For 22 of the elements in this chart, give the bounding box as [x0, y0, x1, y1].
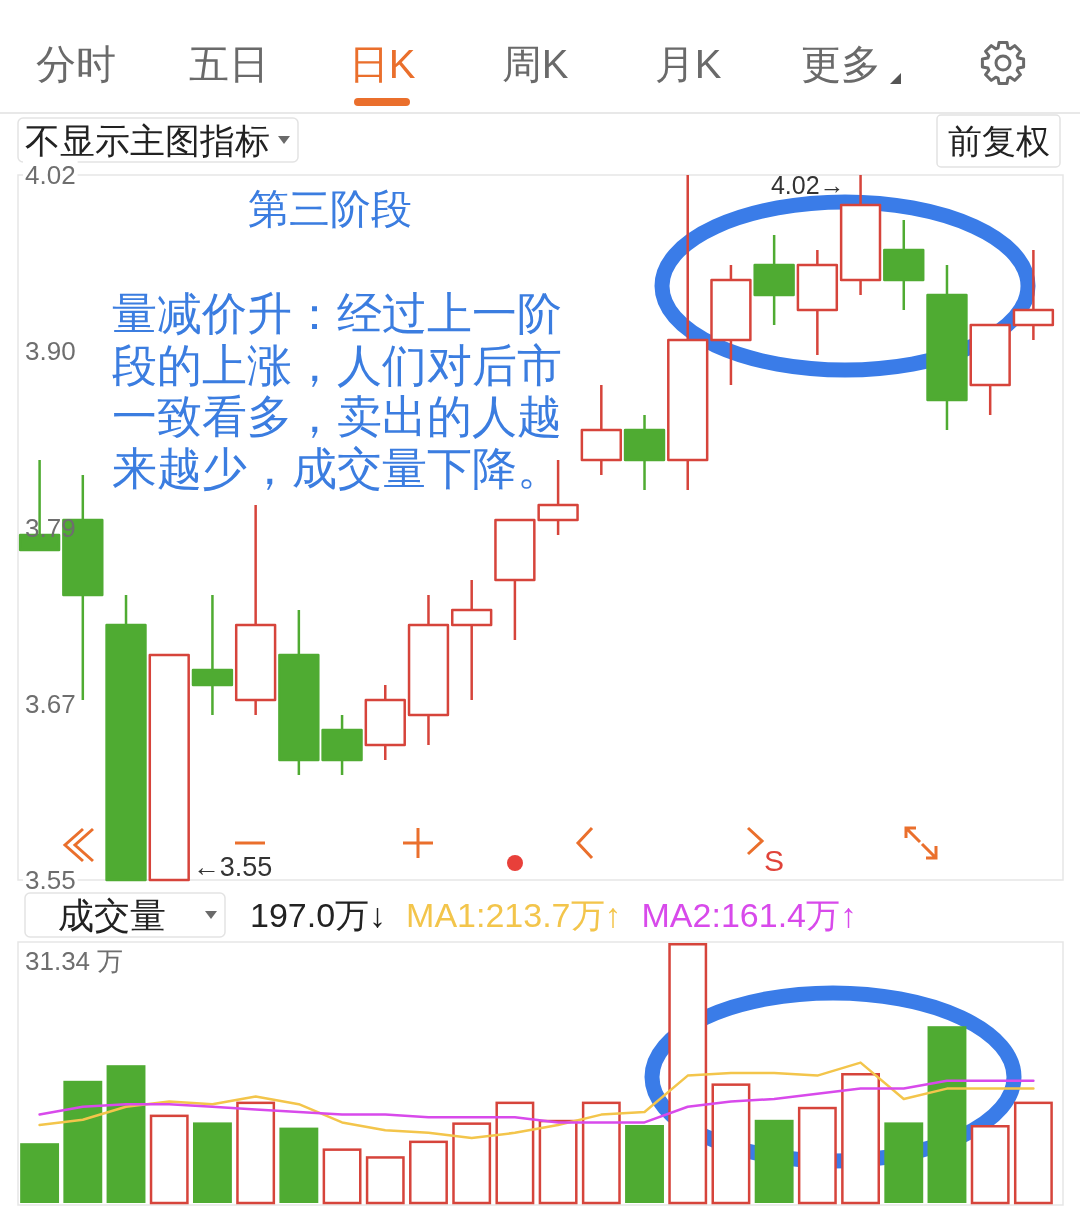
legend-entry: MA1:213.7万↑: [406, 896, 622, 934]
title: 成交量: [58, 894, 166, 936]
y-tick-label: 3.67: [25, 688, 76, 719]
tab-label: 五日: [189, 42, 269, 86]
title: 不显示主图指标: [25, 120, 270, 160]
tab-label: 月K: [654, 42, 722, 86]
y-tick-label: 3.55: [25, 865, 76, 895]
high-label: 4.02→: [770, 171, 845, 199]
y-tick-label: 4.02: [25, 160, 76, 190]
y-tick-label: 3.90: [25, 336, 76, 367]
tab-label: 分时: [36, 42, 116, 86]
note: 量减价升：经过上一阶段的上涨，人们对后市一致看多，卖出的人越来越少，成交量下降。: [112, 288, 562, 492]
tab-label: 更多: [801, 42, 881, 86]
button-label: 前复权: [947, 122, 1050, 160]
tab-label: 日K: [348, 42, 416, 86]
legend-entry: MA2:161.4万↑: [641, 896, 857, 934]
current-value: 197.0万↓: [250, 896, 387, 934]
note-heading: 第三阶段: [248, 186, 412, 232]
low-label: ←3.55: [192, 852, 273, 882]
icon-label: S: [764, 843, 784, 877]
axis-max-label: 31.34 万: [25, 946, 124, 976]
tab-label: 周K: [501, 42, 569, 86]
